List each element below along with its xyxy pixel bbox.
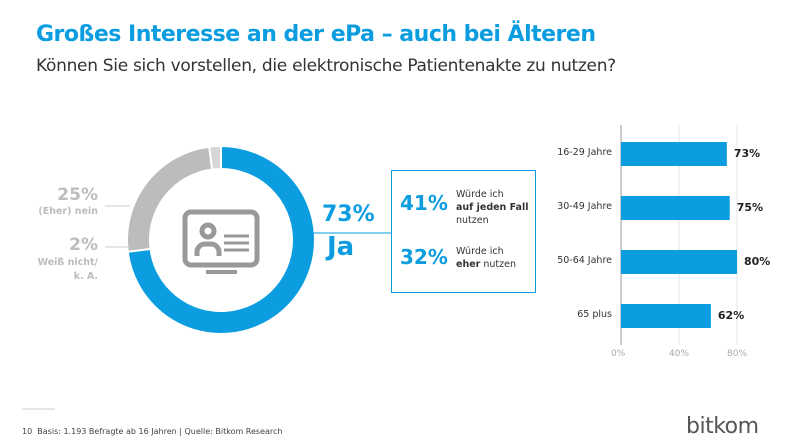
bar-0: [621, 142, 727, 166]
footer-source: 10 Basis: 1.193 Befragte ab 16 Jahren | …: [22, 427, 283, 436]
label-ja-pct: 73%: [322, 202, 375, 227]
donut-slice-2: [208, 144, 222, 171]
page-title: Großes Interesse an der ePa – auch bei Ä…: [36, 22, 596, 47]
category-label: 30-49 Jahre: [557, 201, 612, 212]
label-nein: (Eher) nein: [38, 206, 98, 217]
label-weiss-nicht-pct: 2%: [69, 235, 98, 255]
x-tick-label: 0%: [611, 349, 626, 359]
breakdown-value-2: 32%: [400, 245, 448, 269]
x-tick-label: 40%: [669, 349, 690, 359]
category-label: 65 plus: [577, 309, 612, 320]
breakdown-text-1: Würde ich auf jeden Fall nutzen: [456, 189, 529, 226]
donut-slice-1: [126, 145, 214, 253]
ja-breakdown-box: 41% Würde ich auf jeden Fall nutzen 32% Wü…: [391, 170, 536, 293]
label-ja: Ja: [327, 232, 355, 262]
bar-value-label: 73%: [733, 147, 761, 160]
page-subtitle: Können Sie sich vorstellen, die elektron…: [36, 56, 616, 76]
bar-3: [621, 304, 711, 328]
bitkom-logo: bitkom: [686, 414, 759, 439]
bar-chart: [620, 125, 738, 345]
breakdown-text-2: Würde ich eher nutzen: [456, 246, 516, 270]
breakdown-value-1: 41%: [400, 191, 448, 215]
bar-2: [621, 250, 737, 274]
donut-slice-0: [126, 144, 316, 335]
donut-chart: [126, 144, 316, 335]
bar-value-label: 80%: [744, 255, 771, 268]
category-label: 50-64 Jahre: [557, 255, 612, 266]
bar-value-label: 62%: [717, 309, 745, 322]
x-tick-label: 80%: [727, 349, 748, 359]
patient-id-monitor-icon: [182, 209, 260, 274]
label-weiss-nicht: Weiß nicht/ k. A.: [37, 257, 98, 282]
bar-1: [621, 196, 730, 220]
label-nein-pct: 25%: [57, 185, 98, 205]
category-label: 16-29 Jahre: [557, 147, 612, 158]
bar-value-label: 75%: [736, 201, 764, 214]
